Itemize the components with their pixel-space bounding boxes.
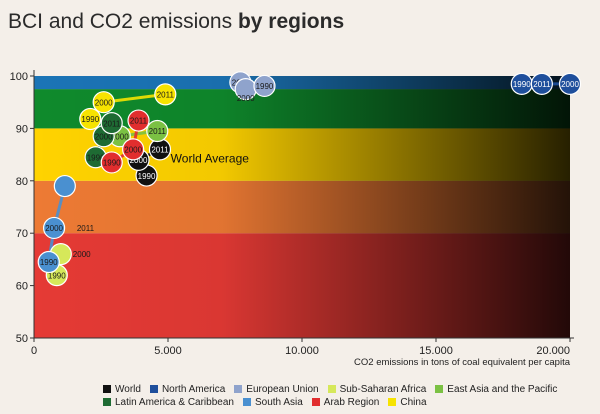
legend-swatch <box>242 398 251 406</box>
background-shade <box>34 76 570 338</box>
point-east-asia-and-the-pacific-2011 <box>146 119 169 143</box>
point-label-north-america-1990: 1990 <box>513 80 531 89</box>
y-tick-label: 70 <box>16 228 28 240</box>
chart-title-emphasis: by regions <box>237 10 345 33</box>
point-label-sub-saharan-africa-2000: 2000 <box>73 250 91 259</box>
point-arab-region-2011 <box>127 109 150 132</box>
x-tick-label: 20.000 <box>536 345 570 357</box>
legend-swatch <box>103 385 111 393</box>
y-tick-label: 50 <box>16 333 28 345</box>
point-european-union-1990 <box>253 74 276 98</box>
point-label-china-2000: 2000 <box>95 98 113 107</box>
point-label-east-asia-and-the-pacific-2011: 2011 <box>149 127 167 136</box>
x-tick-label: 0 <box>31 345 37 357</box>
point-label-north-america-2000: 2000 <box>561 80 579 89</box>
legend-swatch <box>388 398 397 406</box>
y-tick-label: 90 <box>16 123 28 135</box>
point-label-latin-america-caribbean-2011: 2011 <box>103 119 121 128</box>
point-south-asia-2000 <box>42 216 66 240</box>
point-china-2011 <box>154 83 177 106</box>
point-label-world-1990: 1990 <box>138 172 156 181</box>
legend-swatch <box>234 385 243 393</box>
legend-label: World <box>115 384 141 395</box>
point-label-arab-region-2000: 2000 <box>124 146 142 155</box>
legend-item-east-asia-and-the-pacific: East Asia and the Pacific <box>435 383 557 396</box>
legend-label: China <box>400 397 427 408</box>
legend-swatch <box>435 385 444 393</box>
legend-label: North America <box>161 384 226 395</box>
y-tick-label: 80 <box>16 176 28 188</box>
legend-swatch <box>103 398 111 406</box>
point-label-south-asia-2000: 2000 <box>45 224 63 233</box>
legend-label: South Asia <box>254 397 303 408</box>
legend-item-world: World <box>103 383 141 396</box>
legend-label: East Asia and the Pacific <box>447 384 558 395</box>
legend-item-north-america: North America <box>149 383 226 396</box>
x-tick-label: 15.000 <box>419 345 453 357</box>
legend-item-european-union: European Union <box>234 383 319 396</box>
point-south-asia-2011 <box>53 174 76 198</box>
point-label-arab-region-2011: 2011 <box>130 117 148 126</box>
point-label-north-america-2011: 2011 <box>533 80 551 89</box>
point-label-world-2000: 2000 <box>130 156 148 165</box>
point-label-european-union-2000: 2000 <box>237 94 255 103</box>
point-china-1990 <box>79 107 102 131</box>
point-label-european-union-1990: 1990 <box>256 82 274 91</box>
legend-swatch <box>311 398 320 406</box>
point-label-south-asia-1990: 1990 <box>40 258 58 267</box>
point-china-2000 <box>92 91 115 114</box>
y-tick-label: 100 <box>10 71 28 83</box>
legend-item-south-asia: South Asia <box>242 396 303 409</box>
point-south-asia-1990 <box>37 250 60 274</box>
legend-item-latin-america-caribbean: Latin America & Caribbean <box>103 396 234 409</box>
point-label-china-1990: 1990 <box>81 115 99 124</box>
legend-label: Latin America & Caribbean <box>115 397 234 408</box>
y-tick-label: 60 <box>16 281 28 293</box>
x-tick-label: 5.000 <box>154 345 182 357</box>
legend-item-sub-saharan-africa: Sub-Saharan Africa <box>327 383 427 396</box>
point-label-south-asia-2011: 2011 <box>77 224 95 233</box>
point-arab-region-1990 <box>100 151 123 174</box>
legend-label: Arab Region <box>323 397 380 408</box>
chart-legend: World North America European Union Sub-Saha… <box>103 383 573 409</box>
point-arab-region-2000 <box>122 138 145 161</box>
point-label-latin-america-caribbean-2000: 2000 <box>95 132 113 141</box>
point-label-east-asia-and-the-pacific-2000: 2000 <box>111 132 129 141</box>
chart-title: BCI and CO2 emissions by regions <box>8 10 345 33</box>
point-label-arab-region-1990: 1990 <box>103 159 121 168</box>
point-label-sub-saharan-africa-1990: 1990 <box>48 271 66 280</box>
annotation-label: World Average <box>171 151 250 165</box>
x-axis-label: CO2 emissions in tons of coal equivalent… <box>354 357 571 368</box>
point-north-america-2011 <box>530 72 553 95</box>
point-latin-america-caribbean-2011 <box>100 112 123 135</box>
point-label-china-2011: 2011 <box>157 91 175 100</box>
point-north-america-2000 <box>558 72 582 95</box>
x-tick-label: 10.000 <box>285 345 319 357</box>
legend-label: Sub-Saharan Africa <box>339 384 427 395</box>
legend-item-arab-region: Arab Region <box>311 396 380 409</box>
legend-label: European Union <box>246 384 319 395</box>
legend-item-china: China <box>388 396 427 409</box>
legend-swatch <box>327 385 336 393</box>
point-label-latin-america-caribbean-1990: 1990 <box>87 153 105 162</box>
legend-swatch <box>149 385 158 393</box>
point-label-world-2011: 2011 <box>151 146 169 155</box>
